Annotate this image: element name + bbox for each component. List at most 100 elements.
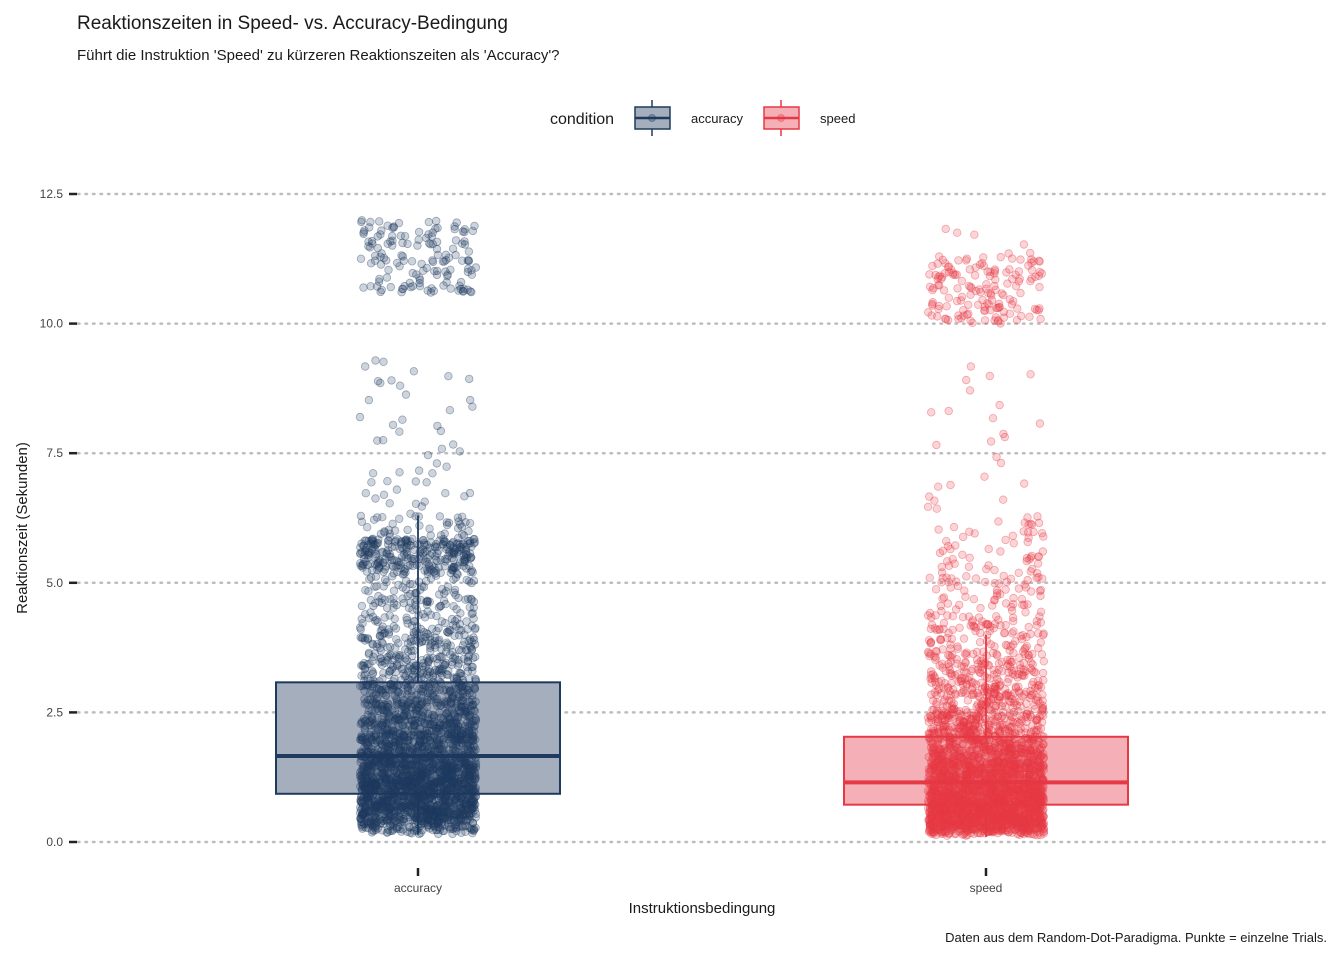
- data-point: [405, 560, 415, 570]
- data-point: [407, 621, 417, 630]
- data-point: [447, 660, 457, 669]
- data-point: [421, 577, 431, 586]
- data-point: [376, 752, 385, 762]
- data-point: [923, 502, 933, 511]
- data-point: [406, 680, 415, 689]
- data-point: [380, 750, 389, 759]
- data-point: [361, 716, 370, 725]
- data-point: [399, 759, 408, 768]
- data-point: [418, 778, 427, 787]
- data-point: [388, 819, 398, 829]
- data-point: [390, 788, 399, 797]
- data-point: [441, 489, 450, 498]
- data-point: [381, 729, 390, 738]
- data-point: [364, 706, 373, 715]
- data-point: [402, 827, 412, 836]
- data-point: [376, 729, 385, 738]
- data-point: [410, 760, 420, 769]
- data-point: [432, 459, 442, 468]
- data-point: [359, 229, 368, 239]
- data-point: [384, 770, 393, 779]
- data-point: [414, 577, 424, 586]
- data-point: [404, 760, 414, 769]
- data-point: [446, 641, 455, 650]
- data-point: [390, 674, 399, 684]
- data-point: [397, 817, 406, 826]
- data-point: [450, 224, 459, 234]
- data-point: [408, 785, 418, 794]
- data-point: [386, 237, 395, 246]
- data-point: [422, 478, 431, 487]
- data-point: [374, 591, 383, 601]
- data-point: [934, 482, 943, 491]
- data-point: [469, 705, 479, 715]
- data-point: [377, 793, 387, 803]
- boxplot-speed: [843, 634, 1129, 837]
- data-point: [363, 777, 373, 786]
- data-point: [393, 258, 402, 268]
- data-point: [470, 774, 480, 783]
- data-point: [452, 807, 461, 817]
- data-point: [469, 802, 479, 811]
- data-point: [395, 468, 404, 477]
- data-point: [416, 828, 425, 838]
- data-point: [390, 807, 399, 817]
- data-point: [357, 718, 367, 728]
- data-point: [388, 420, 398, 430]
- data-point: [379, 699, 389, 709]
- data-point: [969, 595, 979, 604]
- data-point: [397, 803, 407, 813]
- box: [275, 681, 561, 795]
- data-point: [395, 653, 404, 662]
- data-point: [444, 729, 453, 739]
- data-point: [407, 730, 416, 739]
- data-point: [376, 260, 386, 269]
- data-point: [422, 782, 431, 792]
- data-point: [365, 790, 375, 799]
- data-point: [1025, 248, 1035, 258]
- data-point: [460, 784, 470, 794]
- data-point: [427, 751, 436, 760]
- data-point: [414, 512, 423, 521]
- data-point: [465, 719, 474, 728]
- data-point: [944, 406, 953, 416]
- data-point: [409, 670, 418, 679]
- data-point: [433, 812, 443, 821]
- data-point: [380, 773, 389, 782]
- x-tick-label: speed: [970, 881, 1003, 895]
- data-point: [424, 217, 433, 227]
- data-point: [411, 791, 420, 800]
- data-point: [383, 719, 392, 729]
- data-point: [418, 789, 427, 798]
- data-point: [449, 440, 458, 449]
- data-point: [357, 517, 367, 526]
- data-point: [465, 688, 474, 698]
- data-point: [1008, 531, 1017, 540]
- y-tick-label: 0.0: [46, 835, 63, 849]
- data-point: [434, 698, 443, 707]
- data-point: [444, 690, 453, 699]
- data-point: [465, 767, 474, 776]
- data-point: [428, 239, 437, 249]
- data-point: [390, 526, 400, 535]
- data-point: [422, 540, 431, 550]
- data-point: [374, 810, 383, 820]
- data-point: [363, 820, 372, 829]
- data-point: [470, 684, 480, 693]
- data-point: [437, 444, 447, 453]
- data-point: [432, 825, 442, 835]
- data-point: [435, 708, 444, 717]
- y-axis: 0.02.55.07.510.012.5: [40, 187, 77, 849]
- data-point: [440, 562, 449, 571]
- data-point: [410, 617, 420, 626]
- data-point: [466, 554, 475, 563]
- data-point: [383, 477, 392, 486]
- data-point: [385, 611, 394, 620]
- data-point: [361, 782, 370, 791]
- data-point: [395, 737, 404, 746]
- data-point: [452, 699, 461, 708]
- data-point: [440, 749, 449, 758]
- data-point: [383, 769, 392, 778]
- data-point: [450, 774, 460, 783]
- data-point: [382, 603, 392, 613]
